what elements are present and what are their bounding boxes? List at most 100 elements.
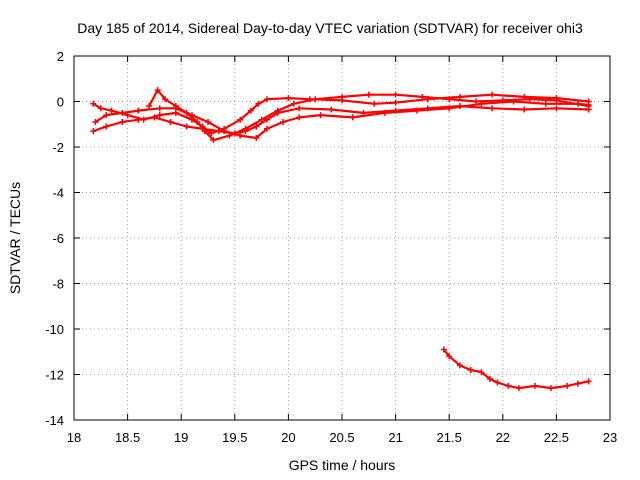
data-point [446, 353, 453, 360]
data-point [255, 100, 262, 107]
y-tick-label: -4 [52, 186, 64, 201]
x-tick-labels: 18 18.5 19 19.5 20 20.5 21 21.5 22 22.5 23 [67, 430, 617, 445]
x-tick-label: 23 [603, 430, 617, 445]
y-tick-label: -12 [45, 368, 64, 383]
y-tick-label: -10 [45, 322, 64, 337]
data-point [548, 385, 555, 392]
y-tick-label: -6 [52, 231, 64, 246]
data-point [553, 105, 560, 112]
data-point [154, 87, 161, 94]
y-tick-label: 2 [57, 49, 64, 64]
data-point [526, 96, 533, 103]
x-tick-label: 19 [174, 430, 188, 445]
data-point [263, 96, 270, 103]
data-point [263, 125, 270, 132]
data-point [499, 97, 506, 104]
y-axis-label: SDTVAR / TECUs [7, 182, 23, 294]
data-point [296, 114, 303, 121]
x-tick-label: 22.5 [544, 430, 569, 445]
data-point [381, 109, 388, 116]
data-point [119, 109, 126, 116]
y-tick-labels: 2 0 -2 -4 -6 -8 -10 -12 -14 [45, 49, 64, 428]
x-tick-label: 21 [388, 430, 402, 445]
x-tick-label: 19.5 [222, 430, 247, 445]
data-point [103, 123, 110, 130]
data-point [456, 93, 463, 100]
data-point [201, 128, 208, 135]
data-point [312, 96, 319, 103]
data-point [440, 346, 447, 353]
y-tick-label: 0 [57, 95, 64, 110]
data-point [585, 103, 592, 110]
x-tick-label: 20 [281, 430, 295, 445]
data-point [92, 118, 99, 125]
series-line-track-2 [92, 104, 590, 135]
data-point [151, 114, 158, 121]
data-point [237, 116, 244, 123]
data-point [237, 132, 244, 139]
data-point [156, 112, 163, 119]
data-point [135, 116, 142, 123]
data-point [210, 137, 217, 144]
data-point [553, 97, 560, 104]
data-point [135, 107, 142, 114]
data-point [446, 105, 453, 112]
y-tick-label: -8 [52, 277, 64, 292]
data-point [242, 125, 249, 132]
data-point [489, 91, 496, 98]
data-point [365, 91, 372, 98]
data-point [489, 105, 496, 112]
data-point [585, 378, 592, 385]
data-point [162, 96, 169, 103]
x-tick-label: 18.5 [115, 430, 140, 445]
data-point [467, 366, 474, 373]
data-point [339, 93, 345, 100]
x-tick-label: 21.5 [437, 430, 462, 445]
data-point [172, 103, 179, 110]
y-tick-label: -14 [45, 413, 64, 428]
data-point [371, 100, 378, 107]
data-point [392, 99, 399, 106]
data-point [531, 382, 538, 389]
tick-marks [73, 55, 611, 421]
data-point [221, 128, 228, 135]
data-point [146, 103, 153, 110]
data-point [494, 379, 501, 386]
data-point [205, 118, 211, 125]
data-point [473, 98, 479, 105]
data-point [456, 362, 463, 369]
series-line-track-4 [147, 88, 590, 142]
data-point [392, 91, 399, 98]
data-point [296, 105, 303, 112]
data-point [103, 112, 110, 119]
data-point [274, 107, 281, 114]
data-point [328, 106, 335, 113]
data-point [108, 107, 115, 114]
x-tick-label: 18 [67, 430, 81, 445]
data-point [97, 105, 104, 112]
data-point [414, 107, 421, 114]
data-point [253, 123, 260, 130]
data-point [317, 112, 324, 119]
data-point [90, 100, 97, 107]
data-point [119, 118, 126, 125]
series-line-track-3 [94, 100, 590, 139]
data-point [515, 385, 522, 392]
x-tick-label: 22 [496, 430, 510, 445]
data-point [542, 100, 549, 107]
data-point [349, 114, 356, 121]
data-point [290, 100, 297, 107]
y-tick-label: -2 [52, 140, 64, 155]
data-point [247, 107, 254, 114]
data-point [280, 118, 287, 125]
data-point [194, 118, 201, 125]
data-point [285, 95, 292, 102]
data-point [486, 376, 493, 383]
data-point [90, 128, 97, 135]
data-point [156, 105, 163, 112]
data-point [505, 382, 512, 389]
x-tick-label: 20.5 [329, 430, 354, 445]
data-point [183, 109, 190, 116]
data-point [446, 96, 453, 103]
